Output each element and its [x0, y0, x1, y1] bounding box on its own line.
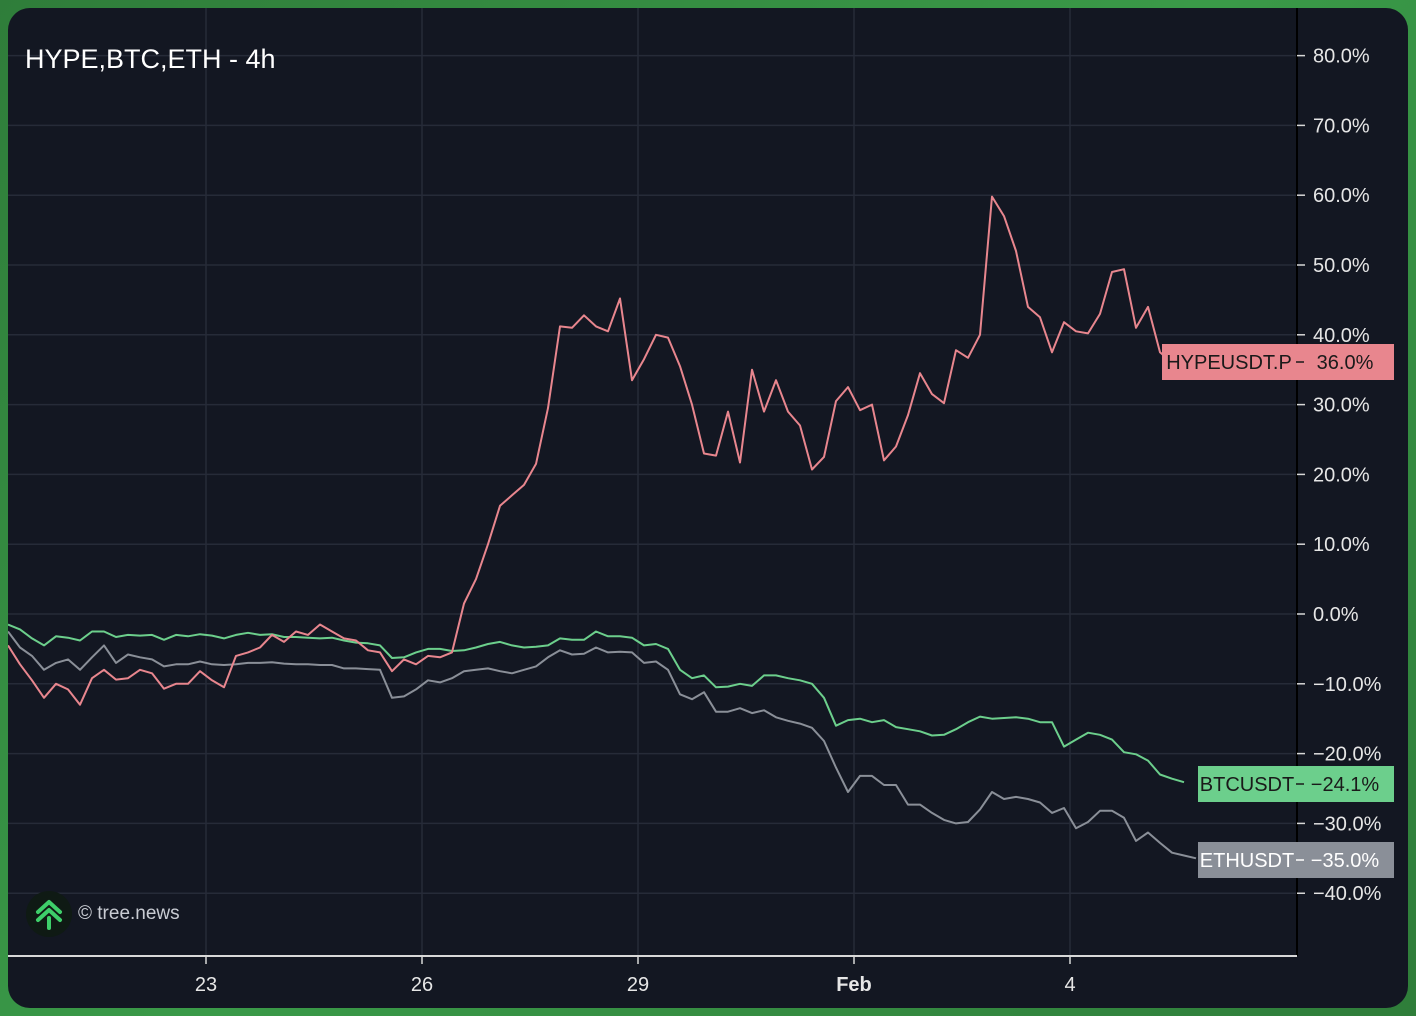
- x-tick-label: 23: [195, 974, 217, 996]
- y-tick-label: 40.0%: [1313, 325, 1370, 347]
- vertical-gridlines: [205, 8, 1071, 956]
- x-tick-label: 26: [411, 974, 433, 996]
- series-line-hypeusdt-p: [8, 195, 1173, 706]
- tree-logo-icon: [26, 891, 72, 937]
- y-tick-label: 30.0%: [1313, 395, 1370, 417]
- x-tick-label: Feb: [836, 974, 872, 996]
- tag-value-box: [1296, 344, 1394, 380]
- tag-last-value: −35.0%: [1311, 850, 1380, 872]
- y-tick-label: −20.0%: [1313, 744, 1382, 766]
- series-line-ethusdt: [8, 630, 1197, 860]
- y-tick-label: 20.0%: [1313, 464, 1370, 486]
- tag-series-name: BTCUSDT: [1200, 774, 1294, 796]
- tag-last-value: −24.1%: [1311, 774, 1380, 796]
- tag-series-name: ETHUSDT: [1200, 850, 1294, 872]
- tag-name-box: [1198, 766, 1296, 802]
- price-comparison-chart[interactable]: 80.0%70.0%60.0%50.0%40.0%30.0%20.0%10.0%…: [8, 8, 1408, 1008]
- tag-series-name: HYPEUSDT.P: [1166, 352, 1292, 374]
- last-value-tags: HYPEUSDT.P 36.0% BTCUSDT −24.1% ETHUSDT −35.0…: [1162, 344, 1394, 878]
- y-tick-label: 70.0%: [1313, 115, 1370, 137]
- y-tick-label: 80.0%: [1313, 46, 1370, 68]
- y-tick-label: −10.0%: [1313, 674, 1382, 696]
- horizontal-gridlines: [8, 54, 1297, 894]
- x-axis-ticks: 23 26 29 Feb 4: [195, 956, 1076, 996]
- y-tick-label: −30.0%: [1313, 813, 1382, 835]
- series-lines: [8, 195, 1197, 860]
- watermark: © tree.news: [26, 891, 180, 937]
- y-tick-label: −40.0%: [1313, 883, 1382, 905]
- y-tick-label: 0.0%: [1313, 604, 1359, 626]
- y-tick-label: 60.0%: [1313, 185, 1370, 207]
- tag-name-box: [1198, 842, 1296, 878]
- tag-name-box: [1162, 344, 1296, 380]
- tag-value-box: [1296, 842, 1394, 878]
- y-axis-ticks: 80.0% 70.0% 60.0% 50.0% 40.0% 30.0% 20.0% 10.0%…: [1297, 46, 1382, 905]
- tag-value-box: [1296, 766, 1394, 802]
- tag-last-value: 36.0%: [1317, 352, 1374, 374]
- chart-panel: 80.0% 70.0% 60.0% 50.0% 40.0% 30.0% 20.0% 10.0%…: [8, 8, 1408, 1008]
- x-tick-label: 4: [1064, 974, 1075, 996]
- x-tick-label: 29: [627, 974, 649, 996]
- watermark-text: © tree.news: [78, 903, 180, 924]
- series-line-btcusdt: [8, 623, 1185, 784]
- y-tick-label: 10.0%: [1313, 534, 1370, 556]
- chart-title: HYPE,BTC,ETH - 4h: [25, 44, 276, 74]
- y-tick-label: 50.0%: [1313, 255, 1370, 277]
